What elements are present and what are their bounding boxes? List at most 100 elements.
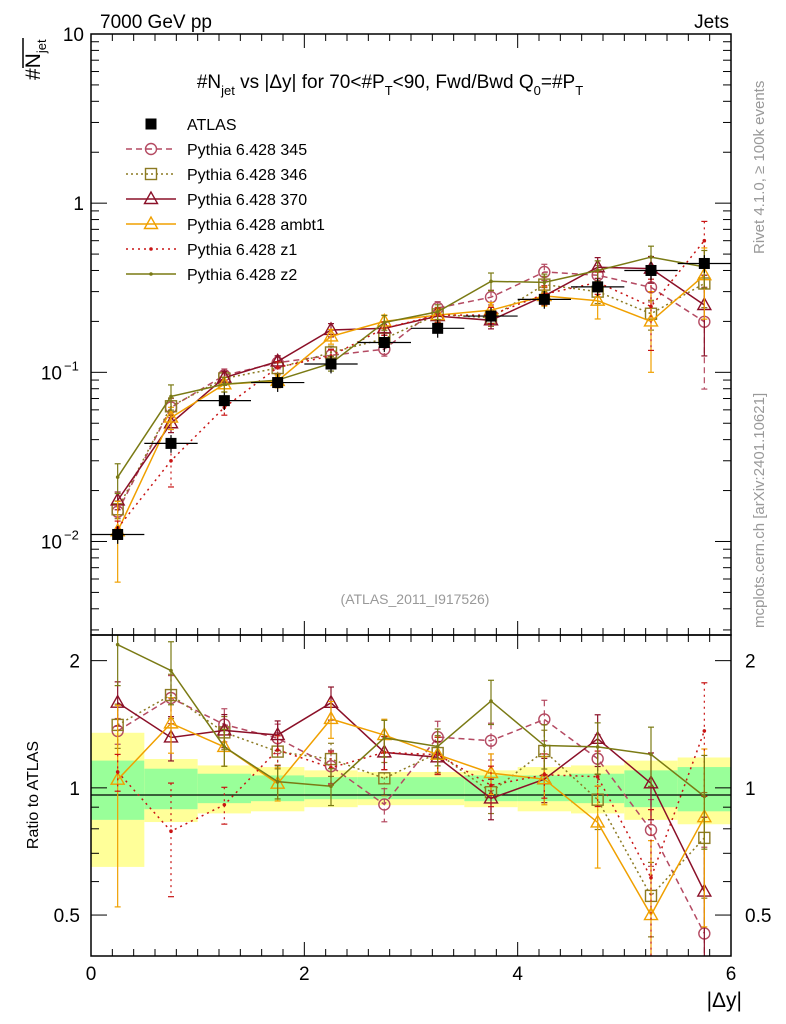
x-tick-label-2: 2 [299, 964, 310, 985]
series-5-point-8 [542, 280, 547, 285]
atlas-point-5 [378, 337, 390, 349]
y-axis-label: #Njet [22, 39, 49, 80]
series-2-line [117, 266, 705, 501]
series-3-point-1 [163, 409, 179, 423]
series-5-ratio-point-8 [542, 743, 547, 748]
axes: 0 2 4 6 10 1 10 −1 10 −2 0.5 0.5 1 1 2 2 [41, 25, 772, 985]
legend-label-2: Pythia 6.428 346 [187, 167, 307, 184]
series-3-point-10 [643, 312, 659, 327]
series-3-ratio-point-0 [109, 771, 126, 785]
legend-entry-6: Pythia 6.428 z2 [126, 267, 297, 284]
series-3-line [116, 274, 705, 532]
series-4-point-10 [649, 304, 653, 309]
x-tick-label-4: 4 [512, 964, 523, 985]
legend-label-6: Pythia 6.428 z2 [187, 267, 297, 284]
atlas-point-3 [272, 377, 284, 389]
ratio-tick-label-right-1: 1 [745, 779, 756, 800]
series-2-ratio-point-3 [269, 726, 286, 741]
series-5-ratio-line [117, 644, 705, 797]
series-5-ratio-point-6 [435, 744, 440, 749]
legend-marker-3 [143, 190, 159, 205]
series-5-ratio-point-9 [595, 745, 600, 749]
ratio-tick-label-left-0.5: 0.5 [54, 906, 80, 927]
series-5-ratio-point-2 [222, 745, 227, 749]
series-5-ratio-point-5 [382, 736, 387, 740]
series-5-point-5 [382, 320, 387, 325]
series-5-point-0 [115, 475, 120, 479]
legend-marker-2 [144, 167, 158, 181]
atlas-point-6 [432, 322, 444, 334]
series-2-ratio-line [117, 701, 706, 892]
legend-label-0: ATLAS [187, 117, 237, 134]
series-4-ratio-point-8 [542, 772, 547, 777]
legend-entry-1: Pythia 6.428 345 [126, 142, 307, 159]
atlas-point-0 [112, 528, 124, 540]
atlas-point-8 [538, 293, 550, 305]
legend-label-5: Pythia 6.428 z1 [187, 242, 297, 259]
atlas-point-1 [165, 437, 177, 449]
series-4-ratio-point-2 [222, 803, 227, 807]
legend-label-4: Pythia 6.428 ambt1 [187, 217, 325, 234]
legend-entry-4: Pythia 6.428 ambt1 [126, 215, 325, 234]
series-1-ratio-line [117, 694, 705, 898]
ratio-series [109, 635, 713, 956]
ratio-tick-label-right-0.5: 0.5 [745, 906, 771, 927]
atlas-point-4 [325, 358, 337, 370]
series-4-point-11 [702, 238, 707, 243]
legend: ATLAS Pythia 6.428 345 Pythia 6.428 346 Pyt… [126, 117, 325, 284]
series-0-ratio-point-7 [484, 734, 498, 747]
series-4-point-1 [169, 458, 173, 463]
series-5-ratio-point-0 [115, 642, 120, 647]
series-4-point-3 [275, 365, 280, 370]
series-0-ratio-line [117, 697, 706, 934]
y-tick-label-3: 10 −2 [41, 527, 79, 553]
legend-label-3: Pythia 6.428 370 [187, 192, 307, 209]
series-4-ratio-point-3 [275, 748, 280, 752]
series-5-point-1 [169, 394, 173, 399]
x-tick-label-6: 6 [726, 964, 737, 985]
series-5-ratio-point-3 [275, 779, 280, 784]
series-2-ratio-point-10 [643, 774, 659, 789]
band-inner-1 [144, 768, 198, 810]
series-5-ratio-point-7 [489, 699, 493, 703]
series-2-point-5 [376, 319, 393, 334]
series-5-ratio-point-10 [649, 752, 653, 757]
y-tick-label-0: 10 [63, 25, 84, 46]
header-left: 7000 GeV pp [100, 12, 212, 33]
series-4-ratio-line [117, 730, 706, 880]
series-5-point-6 [435, 309, 440, 314]
series-1-line [117, 282, 705, 510]
atlas-point-2 [218, 395, 230, 407]
series-1-ratio-point-5 [378, 772, 391, 785]
atlas-point-7 [485, 310, 497, 322]
analysis-watermark: (ATLAS_2011_I917526) [341, 591, 490, 607]
legend-entry-3: Pythia 6.428 370 [126, 190, 307, 209]
series-3-point-4 [323, 328, 339, 342]
legend-entry-0: ATLAS [145, 117, 237, 134]
series-4-ratio-point-0 [115, 770, 120, 774]
series-5-point-7 [489, 279, 493, 284]
series-5-line [117, 256, 705, 478]
ratio-tick-label-left-1: 1 [69, 779, 80, 800]
atlas-point-11 [698, 257, 710, 269]
legend-marker-0 [145, 118, 157, 130]
plot-title: #Njet vs |Δy| for 70<#PT<90, Fwd/Bwd Q0=… [197, 72, 583, 98]
series-3-point-9 [589, 292, 606, 306]
series-5-ratio-point-11 [702, 794, 707, 799]
rivet-info: Rivet 4.1.0, ≥ 100k events [751, 81, 768, 254]
legend-entry-2: Pythia 6.428 346 [126, 167, 307, 184]
series-3-ratio-point-9 [589, 814, 606, 828]
y-tick-label-1: 1 [73, 194, 84, 215]
atlas-point-9 [592, 281, 604, 293]
legend-marker-4 [143, 215, 159, 230]
series-4-ratio-point-11 [702, 729, 707, 733]
series-4-ratio-point-10 [649, 876, 653, 880]
header-right: Jets [694, 12, 729, 33]
ratio-tick-label-right-2: 2 [745, 652, 756, 673]
legend-entry-5: Pythia 6.428 z1 [126, 242, 297, 259]
legend-label-1: Pythia 6.428 345 [187, 142, 307, 159]
series-3-ratio-point-7 [483, 764, 499, 779]
series-5-point-2 [222, 382, 227, 387]
series-4-ratio-point-7 [489, 783, 493, 788]
series-3-ratio-line [117, 718, 705, 917]
